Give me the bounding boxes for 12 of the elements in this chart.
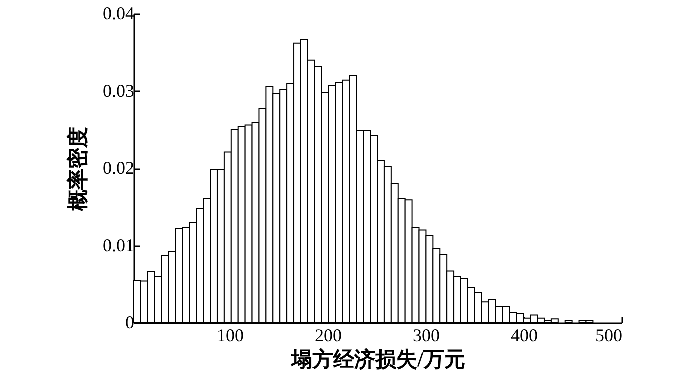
x-tick-label: 200	[315, 326, 342, 346]
y-tick-label: 0	[126, 312, 134, 332]
y-tick-label: 0.02	[103, 158, 134, 178]
x-tick-label: 500	[596, 326, 622, 346]
x-tick-label: 100	[217, 326, 244, 346]
y-tick-label: 0.03	[103, 80, 134, 101]
y-tick-label: 0.04	[103, 4, 134, 24]
y-axis-title: 概率密度	[66, 127, 90, 212]
y-tick-label: 0.01	[103, 235, 134, 256]
x-tick-label: 400	[511, 326, 538, 346]
x-tick-label: 300	[413, 326, 440, 346]
x-axis-title: 塌方经济损失/万元	[290, 348, 466, 372]
